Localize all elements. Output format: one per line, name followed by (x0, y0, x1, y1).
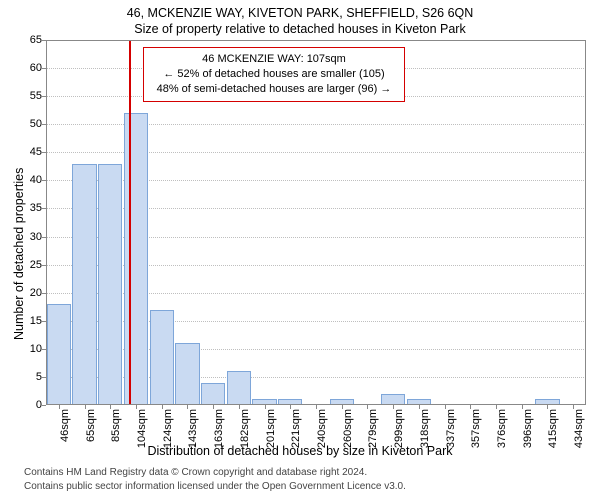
xtick-label: 221sqm (290, 409, 302, 448)
ytick-label: 45 (30, 146, 42, 158)
xtick-label: 396sqm (522, 409, 534, 448)
chart-title-subtitle: Size of property relative to detached ho… (0, 22, 600, 36)
xtick-label: 65sqm (85, 409, 97, 442)
ytick-label: 35 (30, 202, 42, 214)
xtick-label: 182sqm (239, 409, 251, 448)
ytick-label: 5 (36, 371, 42, 383)
xtick-label: 376sqm (496, 409, 508, 448)
ytick-label: 0 (36, 399, 42, 411)
xtick-label: 163sqm (213, 409, 225, 448)
xtick-label: 337sqm (445, 409, 457, 448)
y-axis-label: Number of detached properties (12, 168, 26, 340)
xtick-label: 143sqm (187, 409, 199, 448)
credits-text: Contains HM Land Registry data © Crown c… (24, 466, 406, 493)
xtick-label: 260sqm (342, 409, 354, 448)
xtick-label: 299sqm (393, 409, 405, 448)
xtick-label: 104sqm (136, 409, 148, 448)
xtick-label: 318sqm (419, 409, 431, 448)
ytick-label: 20 (30, 287, 42, 299)
xtick-label: 415sqm (547, 409, 559, 448)
ytick-label: 25 (30, 259, 42, 271)
ytick-label: 10 (30, 343, 42, 355)
xtick-label: 240sqm (316, 409, 328, 448)
ytick-label: 65 (30, 34, 42, 46)
xtick-label: 279sqm (367, 409, 379, 448)
ytick-label: 50 (30, 118, 42, 130)
xtick-label: 201sqm (265, 409, 277, 448)
ytick-label: 40 (30, 174, 42, 186)
plot-area: 0510152025303540455055606546sqm65sqm85sq… (46, 40, 586, 405)
xtick-label: 434sqm (573, 409, 585, 448)
xtick-label: 85sqm (110, 409, 122, 442)
ytick-label: 55 (30, 90, 42, 102)
xtick-label: 357sqm (470, 409, 482, 448)
chart-container: { "titles": { "line1": "46, MCKENZIE WAY… (0, 0, 600, 500)
xtick-label: 46sqm (59, 409, 71, 442)
plot-border (46, 40, 586, 405)
ytick-label: 30 (30, 231, 42, 243)
ytick-label: 60 (30, 62, 42, 74)
chart-title-address: 46, MCKENZIE WAY, KIVETON PARK, SHEFFIEL… (0, 6, 600, 20)
ytick-label: 15 (30, 315, 42, 327)
xtick-label: 124sqm (162, 409, 174, 448)
ytick-mark (42, 405, 46, 406)
